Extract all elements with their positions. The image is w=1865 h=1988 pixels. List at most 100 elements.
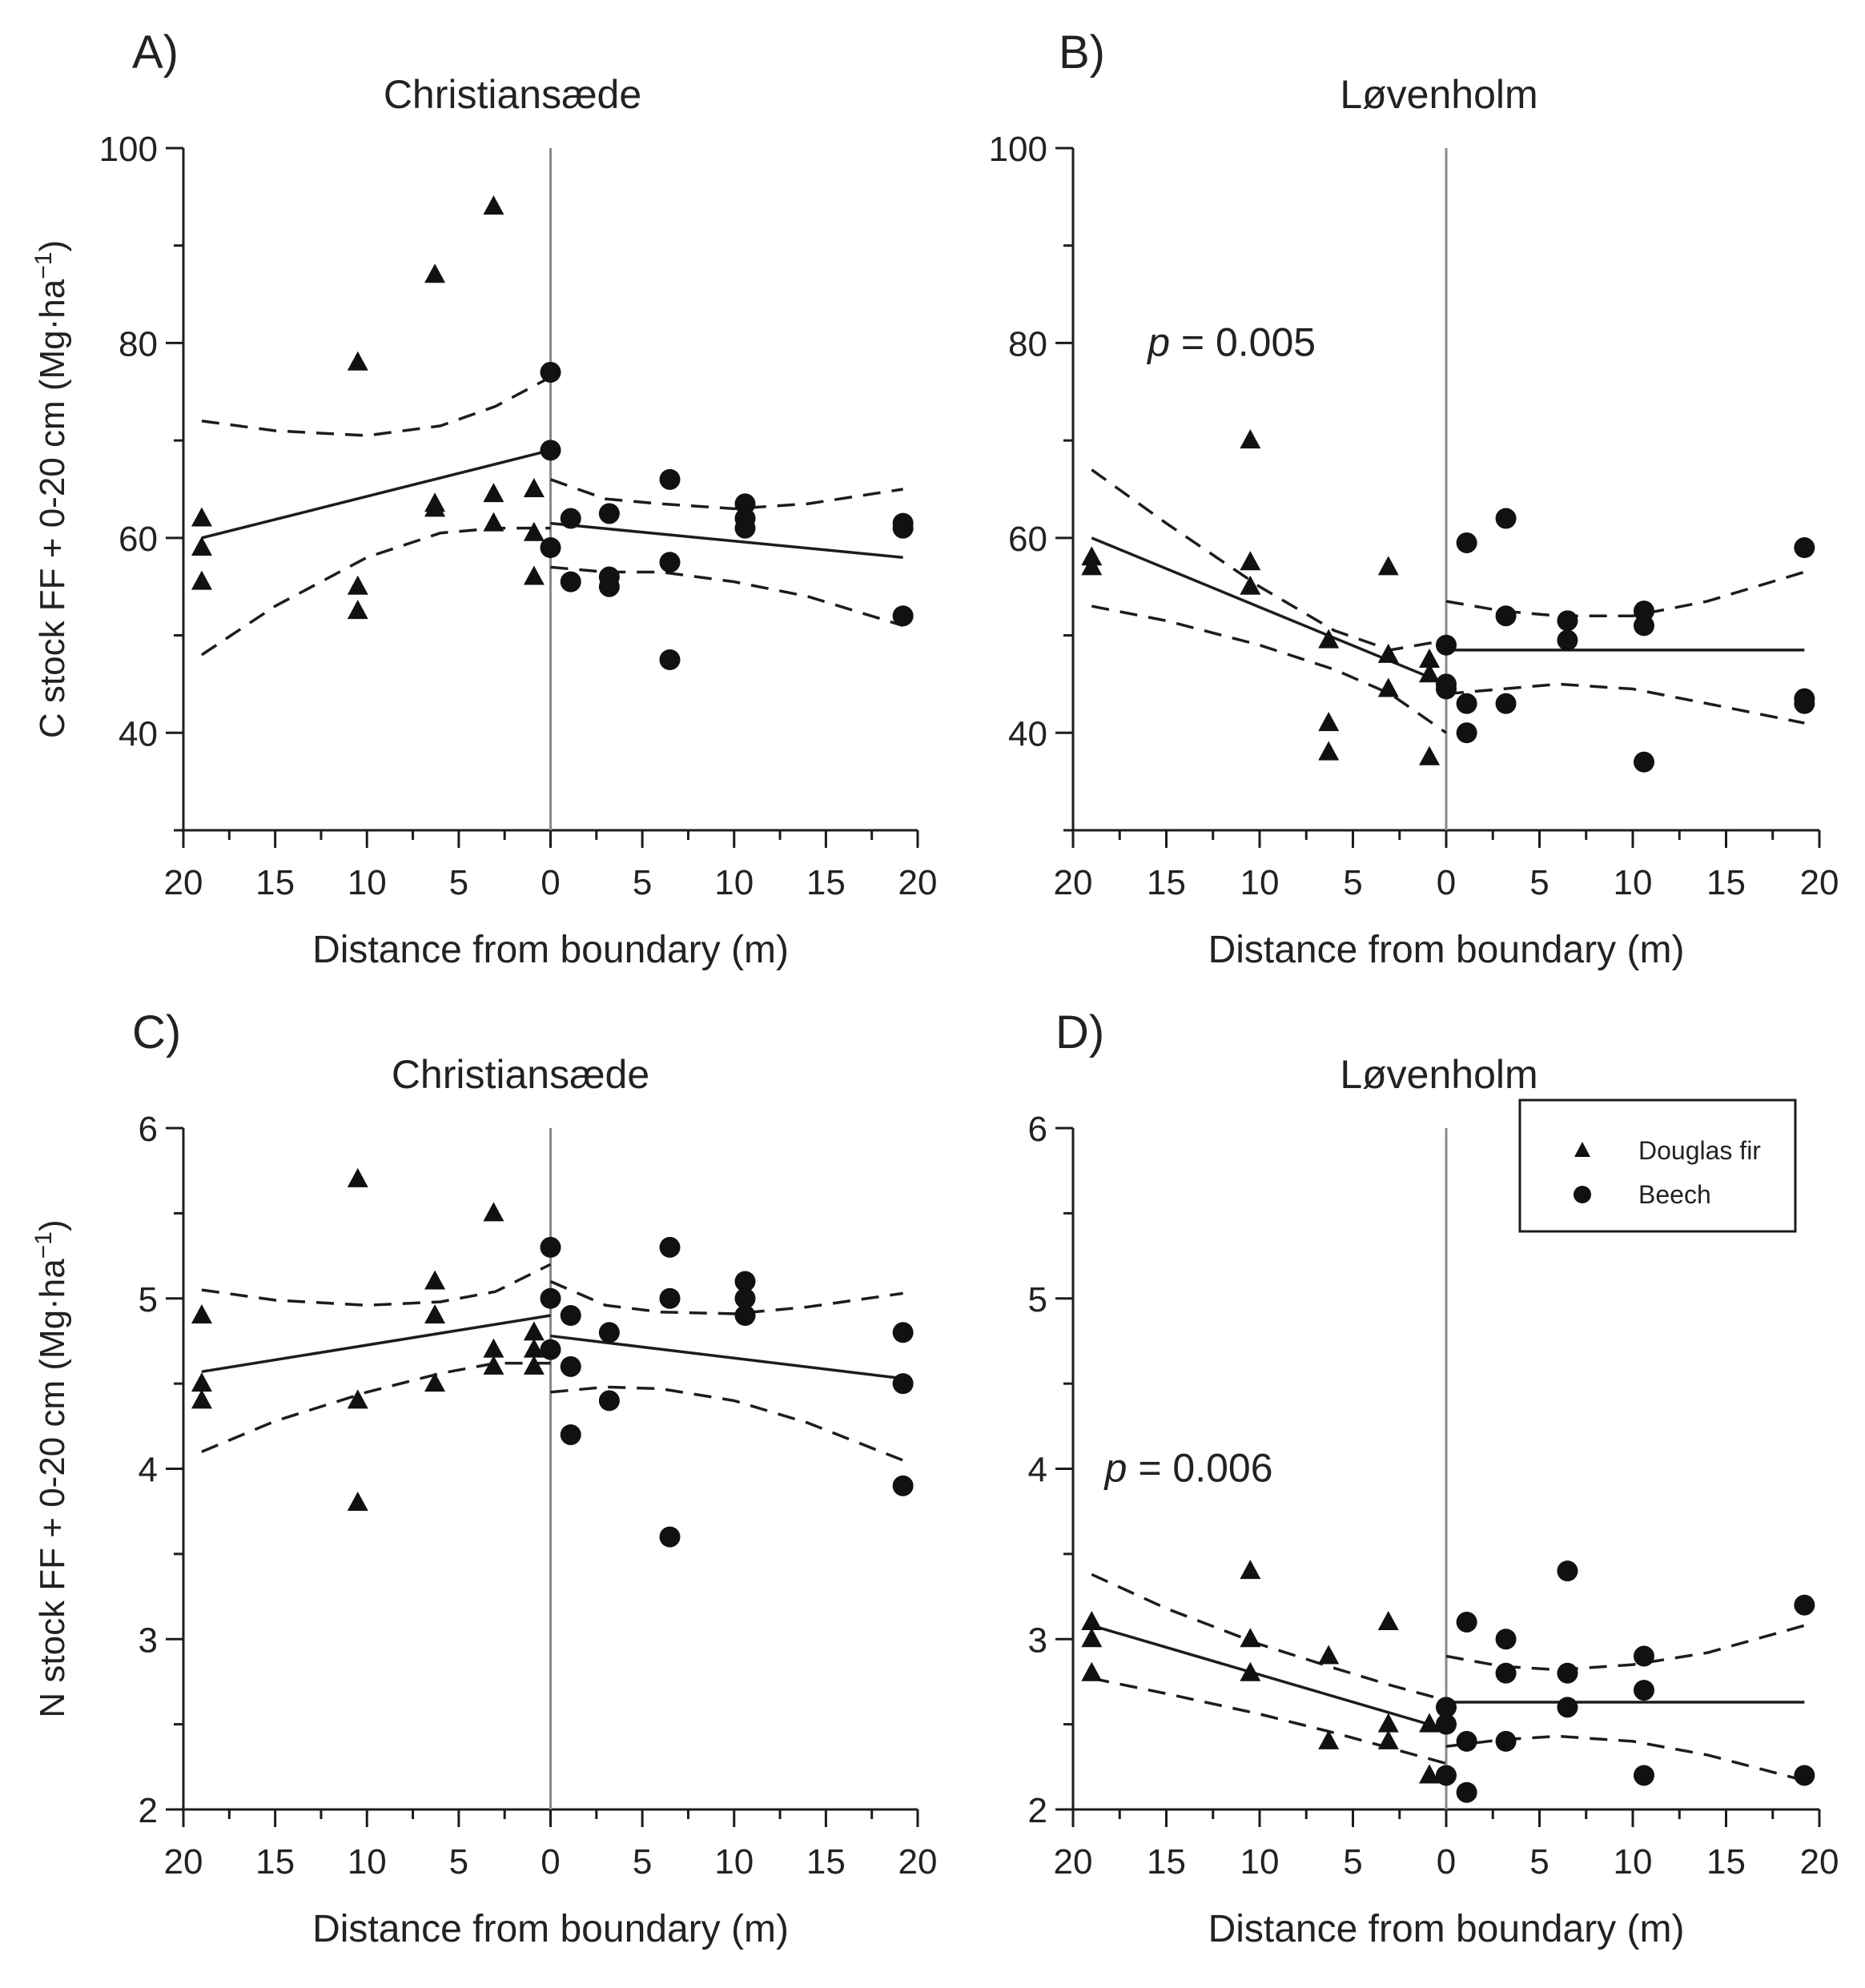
beech-point [1633,1645,1654,1667]
panel-b: B) Løvenholm 40 60 80 100 20 15 10 5 0 5 10 15 20 Dista… [989,26,1839,971]
douglas-fir-point [1081,1661,1103,1681]
douglas-fir-point [424,497,446,517]
douglas-fir-point [424,1372,446,1392]
confidence-band-lower [201,1361,551,1453]
x-tick-label: 5 [1529,863,1549,902]
x-tick-label: 10 [1240,863,1280,902]
beech-point [1794,693,1815,714]
x-tick-label: 5 [1343,863,1362,902]
x-tick-label: 5 [633,863,652,902]
panel-letter: A) [132,26,179,78]
douglas-fir-point [191,536,212,556]
x-tick-label: 20 [1054,863,1093,902]
y-tick-label: 6 [139,1110,158,1149]
beech-point [540,1339,561,1360]
y-tick-label: 5 [139,1280,158,1319]
beech-point [1456,532,1477,553]
x-tick-label: 20 [898,863,938,902]
douglas-fir-point [1240,575,1261,595]
confidence-band-upper [201,376,552,437]
douglas-fir-point [1240,551,1261,571]
beech-point [1633,1680,1654,1701]
beech-point [1557,1697,1578,1718]
x-tick-label: 15 [806,863,846,902]
confidence-band-lower [1091,604,1448,734]
beech-point [1456,722,1477,744]
confidence-band-upper [1445,570,1805,617]
x-tick-label: 20 [164,1842,203,1882]
regression-line [1091,1624,1447,1731]
legend-label: Beech [1638,1180,1711,1209]
panel-letter: C) [132,1006,181,1058]
beech-point [892,517,914,539]
douglas-fir-point [1240,1661,1261,1681]
douglas-fir-point [1081,556,1103,576]
y-axis-title: N stock FF + 0-20 cm (Mg·ha−1) [30,1219,73,1717]
x-tick-label: 10 [348,1842,387,1882]
beech-point [1633,615,1654,637]
x-tick-label: 20 [1054,1842,1093,1882]
y-tick-label: 60 [1008,520,1047,559]
beech-point [1495,508,1517,529]
confidence-band-upper [549,478,903,511]
douglas-fir-point [1377,1610,1399,1630]
douglas-fir-point [191,1372,212,1392]
confidence-band-lower [1445,1734,1805,1782]
panel-letter: B) [1059,26,1105,78]
beech-point [1794,537,1815,559]
douglas-fir-point [1240,1628,1261,1648]
douglas-fir-point [483,195,504,215]
beech-point [1633,600,1654,622]
panel-d: D) Løvenholm 2 3 4 5 6 20 15 10 5 0 5 10 15 20 Distance … [1028,1006,1839,1950]
beech-point [1794,1765,1815,1786]
x-tick-label: 5 [1343,1842,1362,1882]
confidence-band-upper [549,1279,903,1315]
y-tick-label: 40 [1008,714,1047,753]
panel-c: C) Christiansæde 2 3 4 5 6 20 15 10 5 0 5 10 15 20 Dista… [30,1006,938,1950]
beech-point [1794,1594,1815,1616]
douglas-fir-point [483,1202,504,1222]
douglas-fir-point [1419,1764,1441,1784]
douglas-fir-point [191,1304,212,1324]
douglas-fir-point [1377,1713,1399,1733]
regression-line [550,1334,903,1380]
panel-title: Løvenholm [1340,1052,1537,1097]
x-tick-label: 15 [1147,863,1186,902]
x-tick-label: 20 [1800,1842,1839,1882]
panel-letter: D) [1055,1006,1104,1058]
beech-point [1495,1629,1517,1650]
beech-point [1495,1662,1517,1684]
douglas-fir-point [1081,1610,1103,1630]
x-tick-label: 0 [1437,863,1456,902]
beech-point [1495,1730,1517,1752]
douglas-fir-point [483,1338,504,1358]
douglas-fir-point [1081,1628,1103,1648]
x-tick-label: 10 [1614,863,1653,902]
beech-point [598,1322,620,1343]
confidence-band-lower [550,565,904,628]
panel-title: Christiansæde [392,1052,649,1097]
beech-point [560,1305,581,1327]
beech-point [1456,1611,1477,1633]
beech-point [1557,1662,1578,1684]
panel-title: Christiansæde [384,72,641,117]
beech-point [598,1390,620,1412]
x-axis-title: Distance from boundary (m) [1208,929,1685,971]
y-tick-label: 40 [119,714,158,753]
confidence-band-upper [1445,1624,1805,1672]
y-tick-label: 2 [139,1791,158,1830]
beech-point [892,1373,914,1395]
beech-point [1436,1713,1457,1735]
beech-point [892,605,914,627]
douglas-fir-point [191,507,212,527]
beech-point [734,1271,756,1292]
x-tick-label: 15 [1147,1842,1186,1882]
douglas-fir-point [1377,677,1399,697]
p-value-annotation: p = 0.006 [1103,1446,1273,1491]
x-tick-label: 15 [1706,863,1746,902]
x-tick-label: 5 [449,863,468,902]
beech-point [1633,751,1654,773]
y-tick-label: 60 [119,520,158,559]
douglas-fir-point [191,570,212,590]
douglas-fir-point [347,351,368,371]
